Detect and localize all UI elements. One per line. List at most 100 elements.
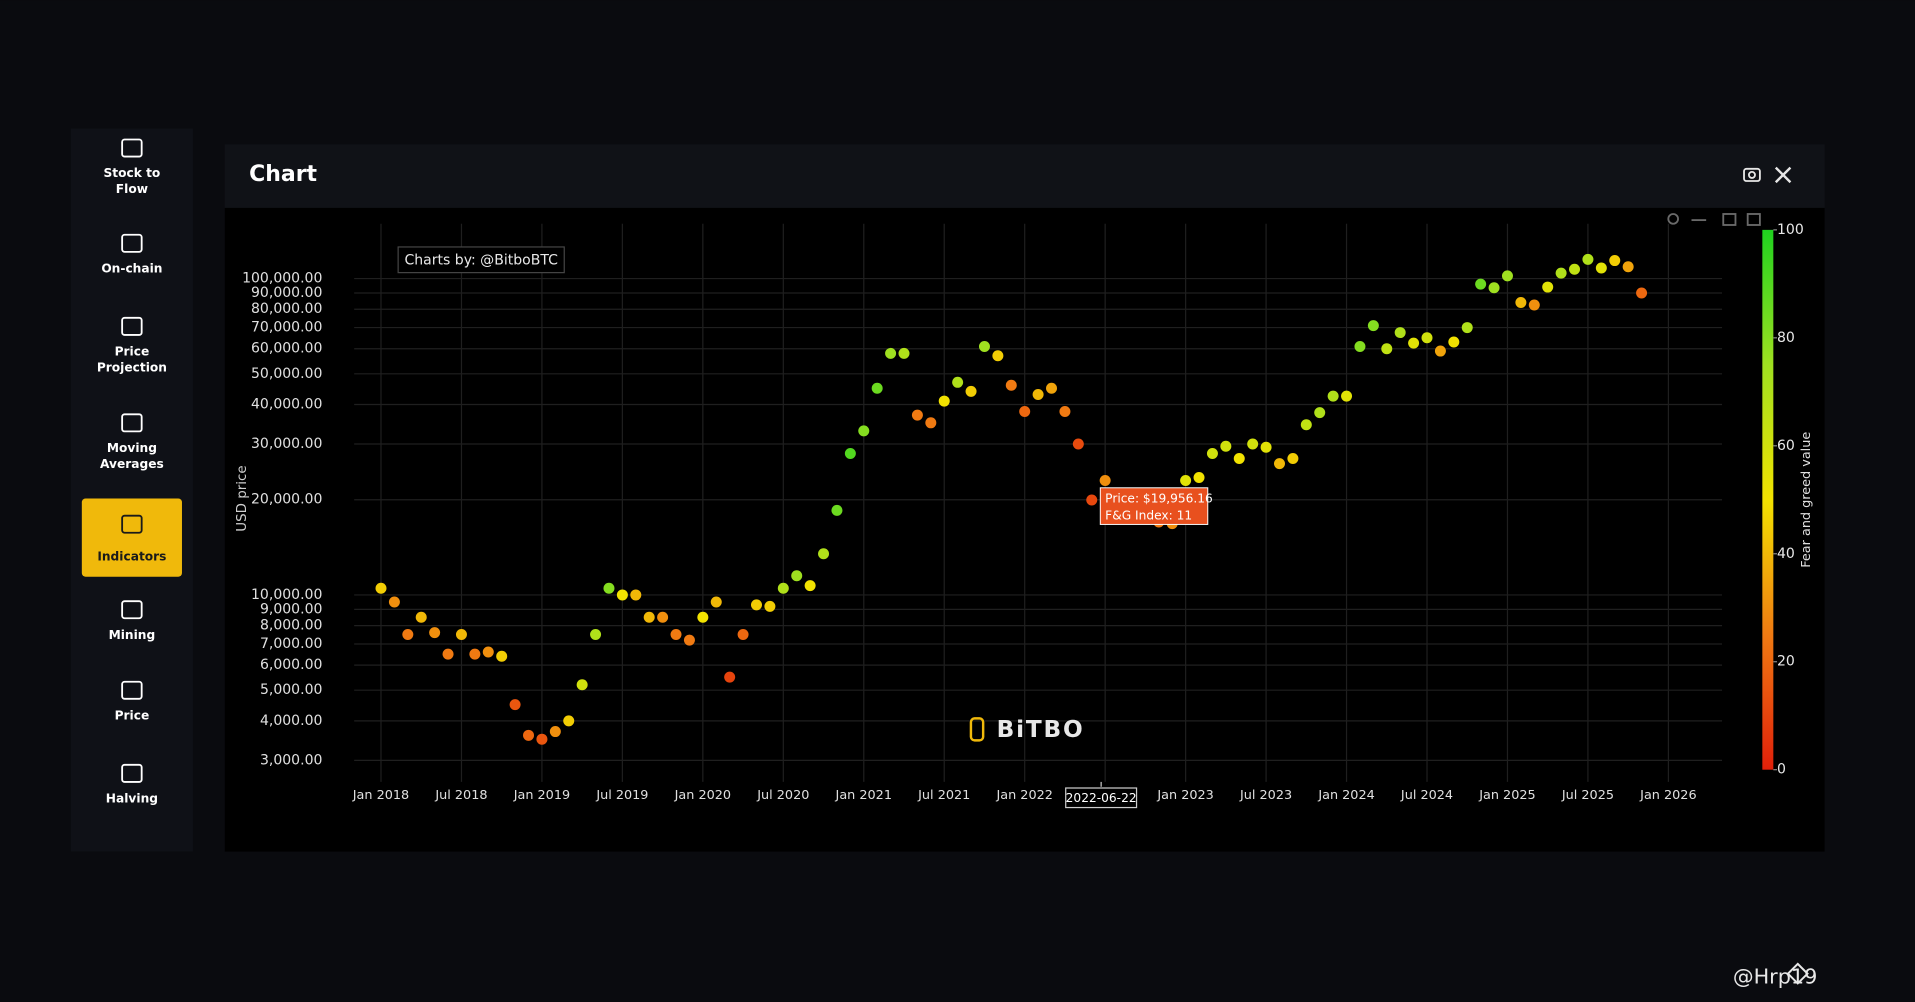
data-point: [1019, 406, 1031, 418]
zoom-in-button[interactable]: [1722, 213, 1737, 226]
data-point: [1354, 340, 1366, 352]
data-point: [1032, 389, 1044, 401]
data-point: [952, 376, 964, 388]
logo: BiTBO: [997, 716, 1085, 743]
data-point: [496, 650, 508, 662]
y-tick-label: 3,000.00: [260, 752, 322, 768]
x-tick-label: Jan 2023: [1156, 788, 1213, 803]
data-point: [1622, 261, 1634, 273]
y-tick-label: 40,000.00: [251, 396, 322, 412]
data-point: [1595, 262, 1607, 274]
x-tick-label: Jan 2020: [674, 788, 731, 803]
nav-label: Flow: [116, 182, 148, 196]
nav-item[interactable]: Halving: [106, 763, 158, 806]
data-point: [1233, 452, 1245, 464]
nav-item[interactable]: Indicators: [81, 498, 182, 577]
nav-icon: [121, 514, 143, 534]
data-point: [402, 628, 414, 640]
colorbar-tick-label: 80: [1777, 330, 1795, 346]
data-point: [455, 628, 467, 640]
data-point: [1193, 472, 1205, 484]
data-point: [523, 729, 535, 741]
panel-title: Chart: [249, 162, 317, 187]
y-tick-label: 10,000.00: [251, 587, 322, 603]
nav-item[interactable]: Stock to Flow: [103, 138, 160, 196]
y-tick-label: 100,000.00: [242, 271, 322, 287]
data-point: [1501, 270, 1513, 282]
watermark-logo: [1786, 962, 1809, 985]
x-tick-label: Jan 2022: [995, 788, 1052, 803]
colorbar-tick-label: 0: [1777, 762, 1786, 778]
x-tick-label: Jan 2021: [835, 788, 892, 803]
expand-icon[interactable]: [1774, 166, 1792, 184]
nav-icon: [121, 763, 143, 783]
data-point: [1582, 253, 1594, 265]
data-point: [710, 596, 722, 608]
data-point: [683, 634, 695, 646]
nav-item[interactable]: On-chain: [101, 233, 162, 276]
data-point: [590, 628, 602, 640]
data-point: [375, 582, 387, 594]
data-point: [1180, 475, 1192, 486]
nav-item-active-bg: [81, 498, 182, 577]
data-point: [1636, 287, 1648, 299]
data-point: [1247, 438, 1259, 450]
x-tick-label: Jul 2023: [1239, 788, 1292, 803]
data-point: [1206, 447, 1218, 459]
data-point: [1555, 267, 1567, 279]
data-point: [1287, 452, 1299, 464]
data-point: [429, 627, 441, 639]
data-point: [818, 548, 830, 560]
nav-item[interactable]: Mining: [109, 600, 156, 642]
data-point: [737, 628, 749, 640]
zoom-button[interactable]: [1667, 213, 1679, 225]
data-point: [1327, 390, 1339, 402]
nav-item[interactable]: Price: [115, 680, 150, 723]
data-point: [643, 611, 655, 623]
data-point: [978, 340, 990, 352]
data-point: [844, 447, 856, 459]
data-point: [1059, 406, 1071, 418]
data-point: [750, 599, 762, 611]
data-point: [1341, 390, 1353, 402]
colorbar-title: Fear and greed value: [1799, 432, 1814, 568]
data-point: [791, 570, 803, 582]
y-tick-label: 7,000.00: [260, 636, 322, 652]
data-point: [764, 600, 776, 612]
data-point: [1542, 281, 1554, 293]
data-point: [1394, 327, 1406, 339]
data-point: [630, 589, 642, 601]
colorbar-tick-label: 40: [1777, 546, 1795, 562]
nav-label: Averages: [100, 457, 164, 471]
nav-label: Price: [115, 345, 150, 359]
data-point: [938, 395, 950, 407]
data-point: [469, 648, 481, 660]
x-tick-label: Jan 2018: [352, 788, 409, 803]
data-point: [415, 611, 427, 623]
data-point: [1273, 458, 1285, 470]
data-point: [1086, 494, 1098, 506]
data-point: [885, 347, 897, 359]
nav-label: Stock to: [103, 166, 160, 180]
data-point: [1220, 440, 1232, 452]
data-point: [549, 726, 561, 738]
nav-item[interactable]: Moving Averages: [100, 413, 164, 471]
y-tick-label: 6,000.00: [260, 657, 322, 673]
nav-icon: [121, 600, 143, 620]
data-point: [965, 385, 977, 397]
nav-icon: [121, 233, 143, 253]
x-tick-label: Jul 2020: [756, 788, 809, 803]
x-tick-label: Jul 2021: [917, 788, 970, 803]
camera-icon[interactable]: [1743, 167, 1761, 182]
data-point: [388, 596, 400, 608]
sidebar: [70, 128, 193, 852]
data-point: [509, 699, 521, 711]
data-point: [925, 417, 937, 429]
zoom-out-button[interactable]: [1746, 213, 1761, 226]
data-point: [871, 382, 883, 394]
nav-label: Moving: [107, 441, 157, 455]
colorbar-tick-label: 20: [1777, 654, 1795, 670]
